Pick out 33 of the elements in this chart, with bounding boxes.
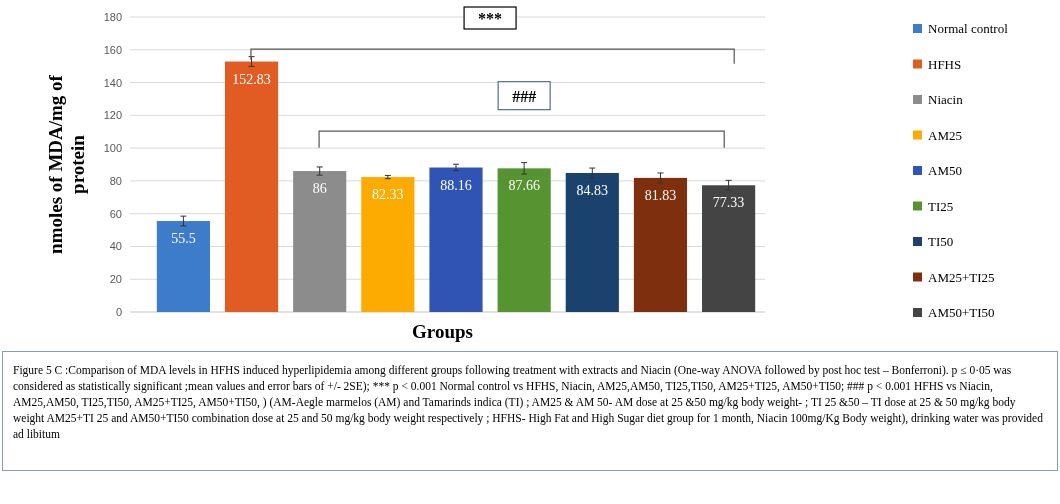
data-label: 87.66 <box>508 178 540 194</box>
caption: Figure 5 C :Comparison of MDA levels in HFHS induced hyperlipidemia among different groups following treatment with extracts and Niacin (One-way ANOVA followed by post hoc test – Bonferroni). p ≤ 0·05 was considered as statistically significant ;mean values and error bars of +/- 2SE); *** p < 0.001 Normal control vs HFHS, Niacin, AM25,AM50, TI25,TI50, AM25+TI25, AM50+TI50; ### p < 0.001 HFHS vs Niacin, AM25,AM50, TI25,TI50, AM25+TI25, AM50+TI50, ) (AM-Aegle marmelos (AM) and Tamarinds indica (TI) ; AM25 & AM 50- AM dose at 25 &50 mg/kg body weight- ; TI 25 &50 – TI dose at 25 & 50 mg/kg body weight AM25+TI 25 and AM50+TI50 combination dose at 25 and 50 mg/kg body weight respectively ; HFHS- High Fat and High Sugar diet group for 1 month, Niacin 100mg/Kg Body weight), drinking water was provided ad libitum <box>13 363 1044 442</box>
data-label: 88.16 <box>440 177 472 193</box>
legend-label: AM25 <box>928 127 962 143</box>
legend-label: HFHS <box>928 56 962 72</box>
y-axis-title: nmoles of MDA/mg of protein <box>45 74 88 254</box>
data-label: 81.83 <box>644 187 677 203</box>
legend-label: Normal control <box>928 21 1009 36</box>
legend-label: AM25+TI25 <box>928 269 995 285</box>
y-tick-label: 160 <box>103 43 122 56</box>
legend-label: TI25 <box>928 198 954 214</box>
y-tick-label: 40 <box>109 240 122 253</box>
data-label: 82.33 <box>372 187 404 203</box>
data-label: 55.5 <box>171 231 196 247</box>
data-label: 84.83 <box>576 182 609 198</box>
y-tick-label: 60 <box>109 207 122 220</box>
annotation: *** <box>478 10 503 27</box>
legend-label: AM50 <box>928 163 962 178</box>
legend-label: AM50+TI50 <box>928 305 995 320</box>
y-tick-label: 120 <box>103 109 122 122</box>
y-tick-label: 140 <box>103 76 122 89</box>
data-label: 86 <box>312 181 327 197</box>
y-tick-label: 180 <box>103 11 122 23</box>
data-label: 77.33 <box>712 195 745 211</box>
x-axis-title: Groups <box>412 321 473 342</box>
annotation: ### <box>512 87 537 105</box>
y-tick-label: 80 <box>109 174 122 187</box>
data-label: 152.83 <box>232 71 271 87</box>
y-tick-label: 100 <box>103 142 122 155</box>
legend-label: TI50 <box>928 234 954 249</box>
legend-label: Niacin <box>928 92 964 107</box>
y-tick-label: 20 <box>109 273 122 286</box>
y-tick-label: 0 <box>115 306 122 318</box>
